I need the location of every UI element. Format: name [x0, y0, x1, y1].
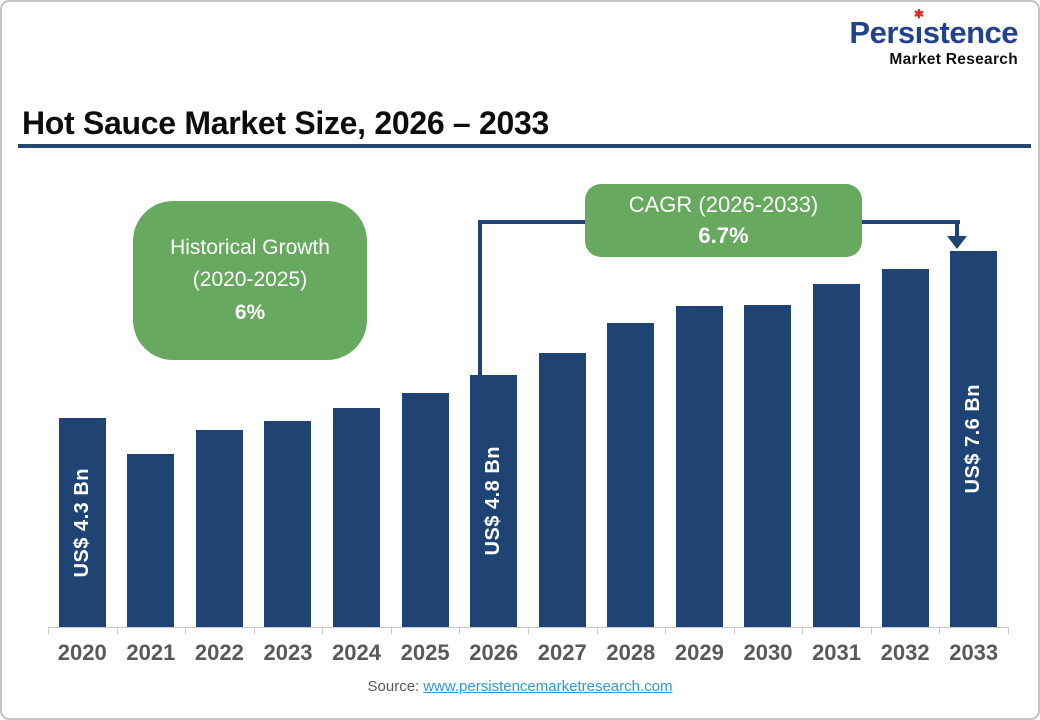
- bar-value-label-2026: US$ 4.8 Bn: [482, 446, 505, 556]
- cagr-arrow-down-icon: [947, 236, 967, 249]
- x-axis-tick: [253, 627, 255, 634]
- x-axis-tick: [733, 627, 735, 634]
- logo-tagline: Market Research: [889, 51, 1018, 69]
- page-title: Hot Sauce Market Size, 2026 – 2033: [22, 105, 549, 141]
- x-axis-label-2024: 2024: [332, 640, 382, 665]
- historical-growth-callout: Historical Growth (2020-2025) 6%: [133, 201, 367, 360]
- x-axis-tick: [802, 627, 804, 634]
- x-axis-label-2026: 2026: [469, 640, 519, 665]
- cagr-callout-line1: CAGR (2026-2033): [628, 191, 819, 217]
- bar-2020: US$ 4.3 Bn: [58, 418, 106, 627]
- historical-growth-line2: (2020-2025): [192, 268, 308, 292]
- bar-2031: [813, 284, 861, 627]
- bar-2027: [538, 353, 586, 627]
- source-link[interactable]: www.persistencemarketresearch.com: [423, 678, 673, 695]
- title-underline: [18, 144, 1031, 148]
- x-axis-tick: [596, 627, 598, 634]
- x-axis-tick: [185, 627, 187, 634]
- x-axis-tick: [870, 627, 872, 634]
- source-line: Source: www.persistencemarketresearch.com: [2, 678, 1038, 695]
- x-axis-label-2020: 2020: [57, 640, 107, 665]
- logo-letter-i: ı ✱: [913, 7, 924, 50]
- logo-text-post: stence: [922, 15, 1019, 50]
- logo-text-pre: Pers: [849, 15, 915, 50]
- bar-2028: [607, 323, 655, 627]
- logo-star-icon: ✱: [913, 7, 924, 21]
- x-axis-label-2033: 2033: [949, 640, 999, 665]
- x-axis-tick: [48, 627, 49, 634]
- x-axis-tick: [459, 627, 461, 634]
- bar-2026: US$ 4.8 Bn: [470, 375, 518, 627]
- cagr-callout: CAGR (2026-2033) 6.7%: [585, 184, 862, 257]
- bar-2025: [401, 393, 449, 627]
- x-axis-tick: [527, 627, 529, 634]
- historical-growth-line1: Historical Growth: [170, 235, 330, 259]
- cagr-connector-left-vertical: [478, 220, 482, 377]
- x-axis-tick: [116, 627, 118, 634]
- bar-2023: [264, 421, 312, 627]
- x-axis-label-2025: 2025: [400, 640, 450, 665]
- x-axis-label-2027: 2027: [537, 640, 587, 665]
- x-axis-label-2029: 2029: [674, 640, 724, 665]
- bar-2030: [744, 305, 792, 627]
- bar-2033: US$ 7.6 Bn: [950, 251, 998, 627]
- x-axis-tick: [1007, 627, 1009, 634]
- bar-2021: [127, 454, 175, 627]
- logo: Persı ✱ stence Market Research: [849, 7, 1019, 69]
- bar-2022: [195, 430, 243, 627]
- x-axis-label-2032: 2032: [880, 640, 930, 665]
- x-axis-label-2030: 2030: [743, 640, 793, 665]
- bar-2024: [333, 408, 381, 627]
- x-axis-label-2023: 2023: [263, 640, 313, 665]
- x-axis-label-2028: 2028: [606, 640, 656, 665]
- x-axis-label-2022: 2022: [194, 640, 244, 665]
- x-axis-label-2031: 2031: [812, 640, 862, 665]
- bar-value-label-2020: US$ 4.3 Bn: [70, 467, 93, 578]
- cagr-callout-value: 6.7%: [698, 222, 749, 248]
- x-axis-tick: [322, 627, 324, 634]
- bar-value-label-2033: US$ 7.6 Bn: [962, 384, 985, 494]
- logo-wordmark: Persı ✱ stence: [849, 7, 1019, 50]
- x-axis-label-2021: 2021: [126, 640, 176, 665]
- bar-2032: [881, 269, 929, 627]
- x-axis-tick: [939, 627, 941, 634]
- cagr-connector-right-vertical: [955, 220, 959, 237]
- x-axis-tick: [390, 627, 392, 634]
- bar-2029: [675, 306, 723, 627]
- x-axis-tick: [665, 627, 667, 634]
- historical-growth-value: 6%: [234, 300, 266, 324]
- source-label: Source:: [367, 678, 420, 695]
